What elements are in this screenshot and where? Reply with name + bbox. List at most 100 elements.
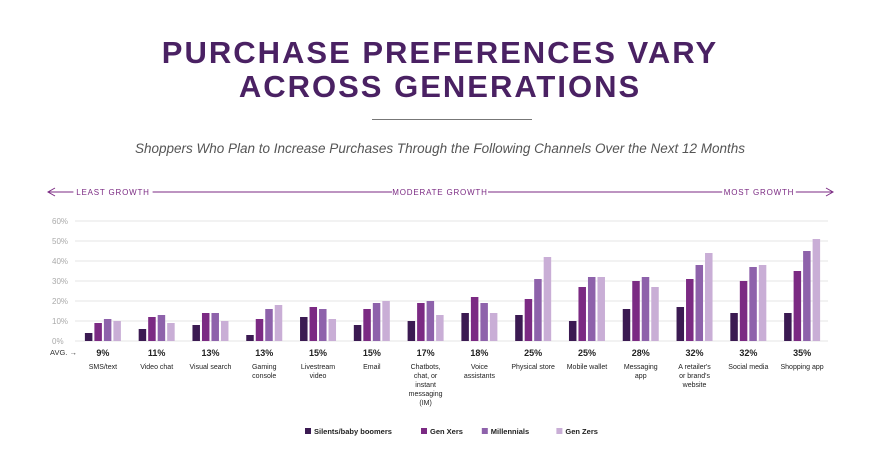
- category-label: Voice assistants: [464, 364, 496, 380]
- bar: [426, 301, 435, 341]
- legend-swatch: [421, 428, 427, 434]
- bar: [641, 277, 650, 341]
- arrow-left-icon: [46, 187, 56, 197]
- bar: [749, 267, 757, 341]
- avg-value: 25%: [578, 348, 596, 358]
- bar: [192, 325, 200, 341]
- growth-label-moderate-bg: [392, 186, 488, 198]
- bar: [138, 329, 147, 341]
- bar: [578, 287, 586, 341]
- category-label: Video chat: [140, 364, 173, 371]
- bar: [651, 287, 659, 341]
- bar: [695, 265, 704, 341]
- category-label: Messaging app: [624, 364, 658, 380]
- title-divider: [372, 119, 532, 120]
- bar: [167, 323, 175, 341]
- bar: [705, 253, 713, 341]
- category-label: Shopping app: [780, 364, 823, 371]
- bar: [543, 257, 552, 341]
- y-tick-label: 50%: [52, 237, 68, 246]
- category-label: Livestream video: [301, 364, 335, 380]
- growth-label-least-bg: [73, 186, 153, 198]
- bar: [113, 321, 121, 341]
- category-label: Gaming console: [252, 364, 277, 380]
- y-tick-label: 60%: [52, 217, 68, 226]
- bar: [686, 279, 694, 341]
- bar: [436, 315, 444, 341]
- category-label: Physical store: [511, 364, 555, 371]
- bar: [211, 313, 219, 341]
- bar: [587, 277, 596, 341]
- category-label: Social media: [728, 364, 768, 371]
- bar: [524, 299, 533, 341]
- bar: [84, 333, 93, 341]
- bar: [103, 319, 112, 341]
- bar: [309, 307, 318, 341]
- growth-label-moderate: MODERATE GROWTH: [392, 188, 487, 197]
- avg-value: 18%: [470, 348, 488, 358]
- bar: [515, 315, 523, 341]
- bar: [632, 281, 640, 341]
- bar: [676, 307, 685, 341]
- bar: [784, 313, 792, 341]
- category-label: A retailer's or brand's website: [678, 364, 711, 389]
- category-label: Visual search: [190, 364, 232, 371]
- bar: [417, 303, 425, 341]
- bar: [480, 303, 488, 341]
- title-line-2: ACROSS GENERATIONS: [238, 69, 642, 104]
- legend-label: Millennials: [491, 427, 529, 436]
- category-label: Mobile wallet: [567, 364, 608, 371]
- avg-value: 17%: [417, 348, 435, 358]
- bar: [622, 309, 631, 341]
- growth-label-least: LEAST GROWTH: [76, 188, 149, 197]
- avg-value: 25%: [524, 348, 542, 358]
- bar: [803, 251, 811, 341]
- bar: [255, 319, 264, 341]
- growth-label-most-bg: [722, 186, 796, 198]
- y-tick-label: 0%: [52, 337, 64, 346]
- bar: [730, 313, 738, 341]
- bar: [157, 315, 166, 341]
- legend-label: Gen Zers: [565, 427, 598, 436]
- bar: [274, 305, 283, 341]
- bar: [363, 309, 371, 341]
- arrow-right-icon: [825, 187, 835, 197]
- avg-value: 15%: [309, 348, 327, 358]
- bar: [246, 335, 254, 341]
- avg-value: 15%: [363, 348, 381, 358]
- subtitle: Shoppers Who Plan to Increase Purchases …: [134, 141, 746, 156]
- bar: [470, 297, 479, 341]
- avg-value: 28%: [632, 348, 650, 358]
- avg-label: AVG. →: [50, 348, 77, 357]
- bar: [353, 325, 362, 341]
- category-label: Chatbots, chat, or instant messaging (IM): [409, 364, 443, 407]
- bar: [382, 301, 390, 341]
- category-label: Email: [363, 364, 381, 371]
- bar: [489, 313, 498, 341]
- avg-value: 11%: [148, 348, 166, 358]
- avg-value: 9%: [96, 348, 109, 358]
- bar: [739, 281, 748, 341]
- bar: [201, 313, 210, 341]
- avg-value: 32%: [686, 348, 704, 358]
- bar: [812, 239, 821, 341]
- bar: [597, 277, 605, 341]
- bar: [328, 319, 337, 341]
- y-tick-label: 40%: [52, 257, 68, 266]
- avg-value: 35%: [793, 348, 811, 358]
- bar: [568, 321, 577, 341]
- bar: [94, 323, 102, 341]
- bar: [407, 321, 416, 341]
- bar: [534, 279, 542, 341]
- bar: [758, 265, 767, 341]
- y-tick-label: 30%: [52, 277, 68, 286]
- bar: [148, 317, 156, 341]
- bar: [220, 321, 229, 341]
- category-label: SMS/text: [89, 364, 117, 371]
- bar: [461, 313, 469, 341]
- title-line-1: PURCHASE PREFERENCES VARY: [161, 35, 719, 70]
- bar: [265, 309, 273, 341]
- bar: [300, 317, 308, 341]
- bar: [319, 309, 327, 341]
